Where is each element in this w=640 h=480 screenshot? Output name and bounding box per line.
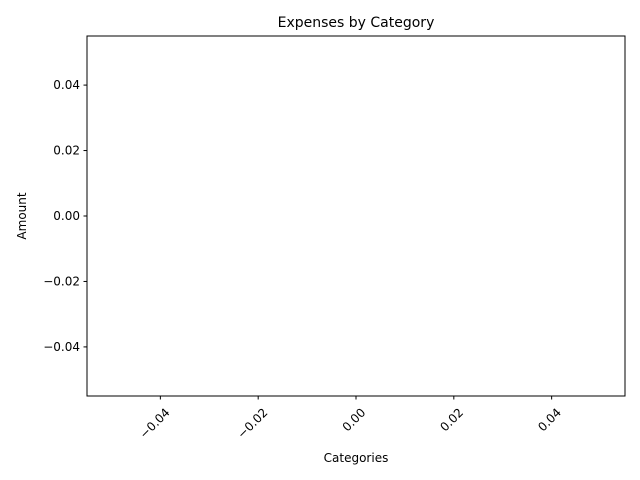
- y-tick-label: −0.02: [43, 274, 80, 288]
- y-axis-label: Amount: [15, 192, 29, 239]
- x-tick-label: 0.02: [437, 405, 466, 434]
- y-tick-label: 0.00: [53, 209, 80, 223]
- x-tick-label: −0.02: [235, 405, 271, 441]
- plot-area-frame: [86, 35, 626, 397]
- chart-title: Expenses by Category: [278, 15, 435, 31]
- y-tick-label: 0.04: [53, 78, 80, 92]
- x-axis-label: Categories: [324, 451, 389, 465]
- x-axis-ticks: −0.04 −0.02 0.00 0.02 0.04: [137, 396, 564, 441]
- x-tick-label: 0.04: [535, 405, 564, 434]
- x-tick-label: −0.04: [137, 405, 173, 441]
- y-axis-ticks: −0.04 −0.02 0.00 0.02 0.04: [43, 78, 87, 354]
- y-tick-label: 0.02: [53, 144, 80, 158]
- y-tick-label: −0.04: [43, 340, 80, 354]
- x-tick-label: 0.00: [340, 405, 369, 434]
